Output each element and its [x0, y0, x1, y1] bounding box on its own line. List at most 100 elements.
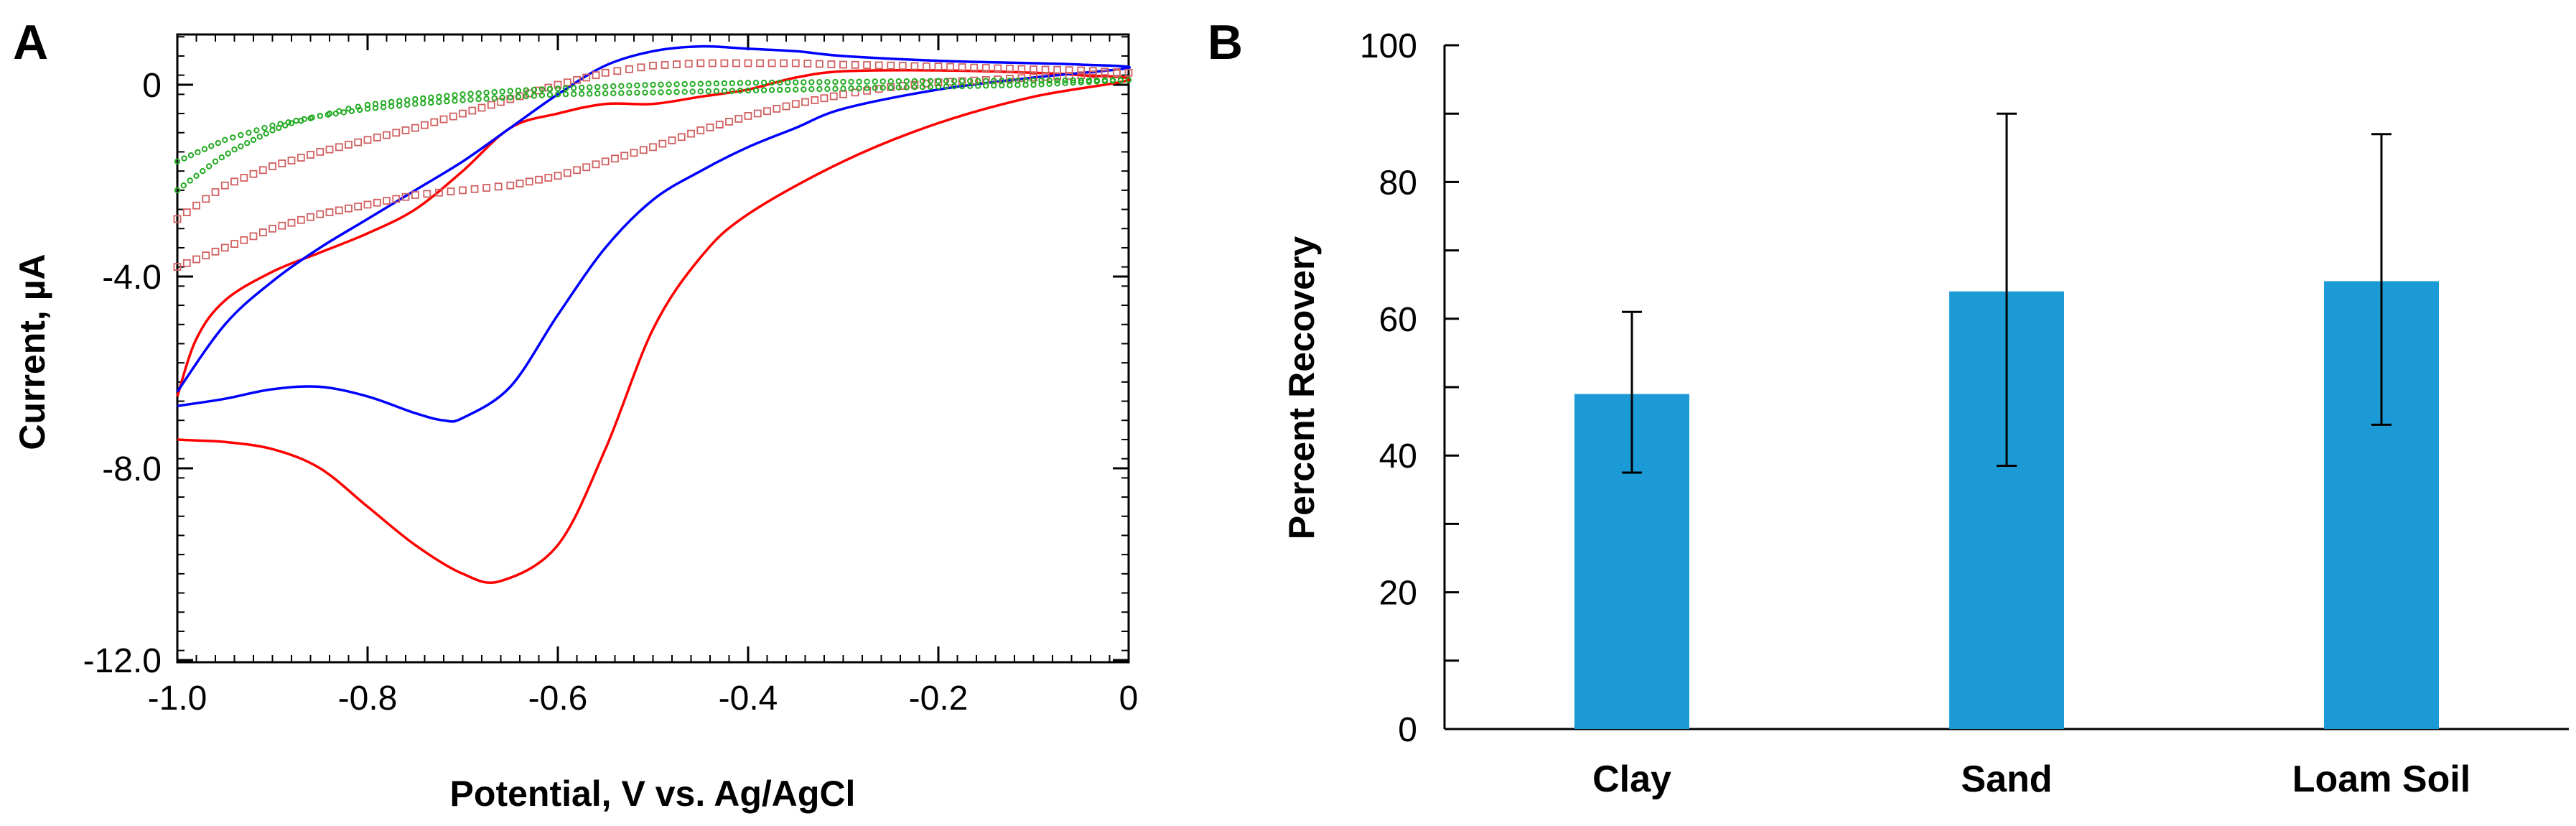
data-point — [220, 243, 229, 252]
y-tick-label: -12.0 — [83, 642, 162, 680]
data-point — [278, 221, 286, 230]
data-point — [840, 85, 846, 92]
data-point — [689, 80, 696, 88]
data-point — [439, 115, 448, 124]
data-point — [602, 90, 609, 97]
data-point — [1088, 67, 1097, 75]
data-point — [373, 133, 381, 141]
data-point — [626, 90, 633, 96]
x-tick-label: -0.8 — [338, 679, 398, 718]
data-point — [697, 80, 704, 87]
data-point — [848, 78, 854, 85]
data-point — [673, 60, 681, 68]
data-point — [713, 80, 719, 87]
data-point — [447, 187, 455, 195]
data-point — [240, 236, 248, 244]
data-point — [1125, 77, 1132, 83]
data-point — [373, 198, 381, 207]
data-point — [820, 94, 829, 103]
data-point — [658, 81, 664, 88]
data-point — [428, 94, 434, 101]
data-point — [356, 106, 363, 113]
data-point — [887, 78, 895, 85]
data-point — [587, 91, 593, 97]
data-point — [999, 82, 1005, 89]
data-point — [839, 90, 847, 98]
data-point — [705, 88, 711, 95]
data-point — [1065, 72, 1073, 80]
data-point — [246, 129, 252, 136]
panel-a: A -1.0 -0.8 -0.6 -0.4 -0.2 0 0 -4.0 -8.0 -12.0 P… — [12, 15, 1138, 814]
data-point — [898, 62, 907, 70]
y-tick-label: 0 — [142, 67, 162, 105]
data-point — [258, 228, 267, 237]
data-point — [538, 86, 546, 93]
y-axis-title-b: Percent Recovery — [1282, 236, 1322, 540]
data-point — [697, 88, 704, 95]
data-point — [491, 89, 498, 96]
data-point — [249, 232, 258, 241]
data-point — [435, 188, 443, 197]
data-point — [348, 108, 355, 114]
data-point — [354, 203, 363, 210]
data-point — [661, 61, 669, 69]
data-point — [412, 101, 419, 107]
data-point — [452, 92, 458, 98]
data-point — [895, 84, 902, 91]
data-point — [363, 136, 372, 144]
data-point — [507, 88, 513, 94]
y-tick-label-b: 60 — [1379, 301, 1417, 339]
data-point — [1053, 65, 1061, 74]
data-point — [1041, 65, 1050, 74]
data-point — [1117, 77, 1124, 84]
data-point — [325, 208, 334, 217]
data-point — [563, 78, 571, 87]
data-point — [206, 163, 213, 170]
data-point — [269, 162, 276, 170]
data-point — [782, 102, 790, 111]
data-point — [208, 143, 215, 149]
data-point — [923, 62, 930, 70]
data-point — [991, 82, 997, 89]
data-point — [1065, 66, 1073, 74]
data-point — [808, 86, 815, 93]
data-point — [729, 80, 736, 87]
data-point — [193, 172, 200, 180]
data-point — [594, 83, 601, 91]
x-tick-label: 0 — [1119, 679, 1139, 718]
data-point — [911, 84, 918, 91]
data-point — [613, 67, 622, 75]
bars-layer-b — [1574, 112, 2439, 730]
data-point — [618, 90, 625, 96]
data-point — [951, 78, 958, 84]
data-point — [1077, 66, 1086, 75]
cv-line-blue — [176, 45, 1131, 423]
x-tick-label: -0.2 — [909, 679, 969, 718]
data-point — [791, 100, 800, 108]
data-point — [1022, 82, 1029, 88]
data-point — [285, 119, 291, 126]
category-label: Clay — [1592, 758, 1671, 800]
data-point — [525, 177, 533, 186]
data-point — [658, 89, 664, 96]
data-point — [570, 91, 577, 98]
x-tick-label: -1.0 — [148, 679, 207, 718]
data-point — [793, 79, 799, 85]
data-point — [287, 218, 296, 227]
data-point — [601, 157, 610, 166]
data-point — [1046, 80, 1053, 88]
data-point — [459, 97, 466, 103]
data-point — [935, 83, 942, 90]
data-point — [1038, 81, 1045, 88]
data-point — [307, 151, 314, 159]
data-point — [363, 200, 372, 209]
data-point — [477, 103, 486, 112]
data-point — [269, 127, 276, 134]
data-point — [238, 131, 244, 139]
data-point — [829, 92, 838, 101]
data-point — [230, 240, 238, 249]
data-point — [428, 99, 434, 106]
data-point — [851, 60, 859, 69]
data-point — [468, 106, 477, 115]
y-tick-label-b: 40 — [1379, 437, 1417, 475]
